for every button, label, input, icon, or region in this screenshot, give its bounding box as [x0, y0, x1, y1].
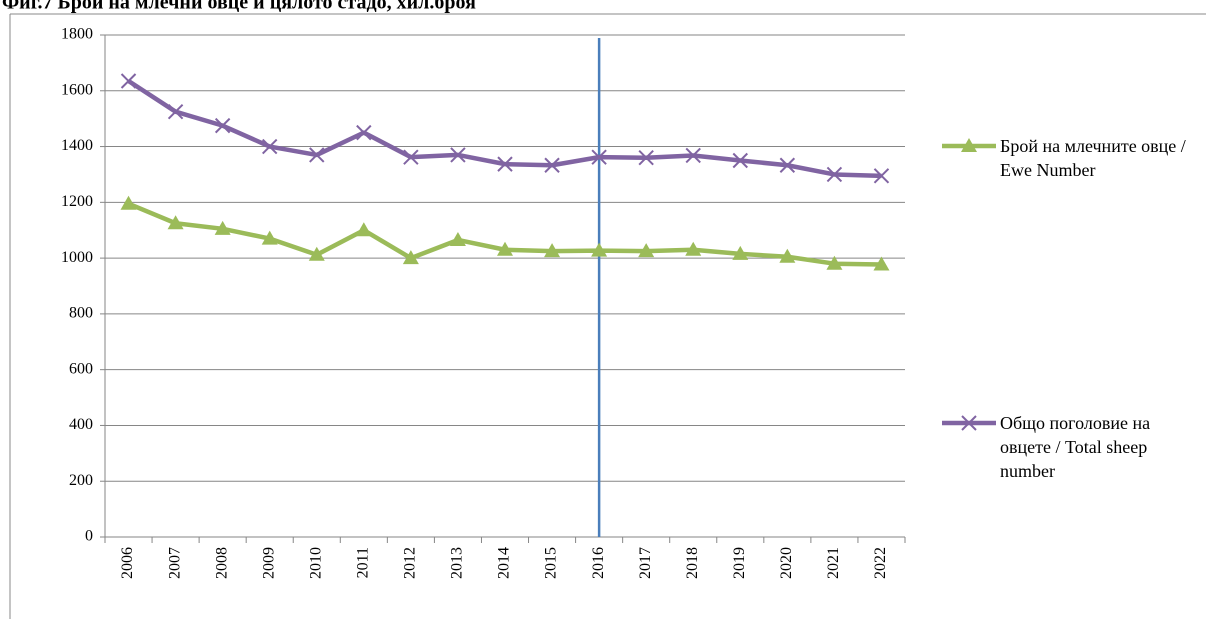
marker: [497, 241, 513, 256]
y-tick-label: 1000: [61, 249, 93, 266]
marker: [120, 195, 137, 210]
marker: [261, 230, 278, 245]
marker: [638, 150, 654, 166]
marker: [873, 256, 890, 271]
marker: [355, 222, 372, 237]
marker: [826, 166, 843, 183]
marker: [120, 73, 137, 89]
x-tick-label: 2009: [260, 547, 277, 579]
marker: [309, 147, 325, 163]
marker: [308, 246, 325, 261]
marker: [591, 242, 608, 257]
marker: [214, 220, 231, 235]
legend-label: Общо поголовие на овцете / Total sheep n…: [1000, 413, 1151, 481]
legend-label: Брой на млечните овце / Ewe Number: [1000, 136, 1186, 180]
marker: [450, 147, 466, 163]
marker: [167, 215, 184, 230]
y-tick-label: 200: [69, 472, 93, 489]
x-tick-label: 2006: [119, 547, 136, 579]
x-tick-label: 2013: [449, 547, 466, 579]
marker: [356, 124, 372, 141]
y-tick-label: 800: [69, 305, 93, 322]
y-tick-label: 1200: [61, 193, 93, 210]
x-tick-label: 2010: [307, 547, 324, 579]
x-tick-label: 2022: [872, 547, 889, 579]
x-tick-label: 2008: [213, 547, 230, 579]
series-line: [127, 79, 882, 179]
marker: [961, 138, 977, 152]
y-tick-label: 1800: [61, 26, 93, 43]
x-tick-label: 2019: [731, 547, 748, 579]
marker: [544, 157, 560, 173]
y-tick-label: 0: [85, 528, 93, 545]
marker: [873, 168, 890, 184]
marker: [826, 255, 843, 270]
marker: [403, 149, 419, 165]
x-tick-label: 2020: [778, 547, 795, 579]
x-tick-label: 2017: [637, 547, 654, 579]
x-tick-label: 2016: [590, 547, 607, 579]
y-tick-label: 1600: [61, 81, 93, 98]
marker: [449, 231, 466, 246]
marker: [261, 138, 278, 155]
x-tick-label: 2011: [354, 547, 371, 578]
marker: [591, 149, 607, 165]
x-tick-label: 2021: [825, 547, 842, 579]
marker: [779, 248, 796, 263]
marker: [167, 103, 184, 120]
marker: [402, 250, 419, 265]
marker: [732, 152, 749, 169]
y-tick-label: 600: [69, 360, 93, 377]
y-tick-label: 1400: [61, 137, 93, 154]
x-tick-label: 2012: [402, 547, 419, 579]
x-tick-label: 2014: [496, 547, 513, 579]
y-tick-label: 400: [69, 416, 93, 433]
marker: [497, 156, 513, 172]
chart-title: Фиг.7 Брой на млечни овце и цялото стадо…: [2, 0, 476, 14]
x-tick-label: 2007: [166, 547, 183, 579]
marker: [214, 117, 231, 134]
marker: [779, 157, 796, 173]
marker: [638, 243, 655, 258]
x-tick-label: 2018: [684, 547, 701, 579]
marker: [732, 245, 749, 260]
marker: [685, 147, 701, 164]
marker: [961, 415, 977, 431]
marker: [685, 241, 702, 256]
x-tick-label: 2015: [543, 547, 560, 579]
marker: [544, 243, 561, 258]
